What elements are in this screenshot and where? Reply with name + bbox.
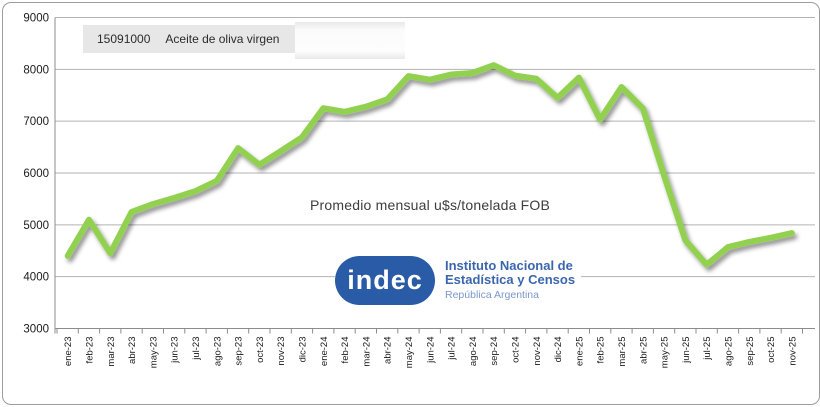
x-axis-label: nov-25 xyxy=(787,337,798,366)
x-axis-label: abr-24 xyxy=(383,337,394,364)
x-axis-label: abr-23 xyxy=(127,337,138,364)
y-axis-label: 6000 xyxy=(23,168,49,180)
x-axis-label: mar-25 xyxy=(617,337,628,367)
indec-logo-pill: indec xyxy=(335,255,435,305)
y-axis-labels: 3000 4000 5000 6000 7000 8000 9000 xyxy=(23,13,49,336)
x-axis-label: sep-25 xyxy=(745,337,756,366)
x-axis-label: oct-24 xyxy=(510,337,521,363)
x-axis-label: ago-25 xyxy=(723,337,734,367)
x-axis-label: oct-25 xyxy=(766,337,777,363)
x-axis-label: feb-23 xyxy=(84,337,95,364)
logo-line-2: Estadística y Censos xyxy=(445,272,576,288)
x-axis-label: ago-24 xyxy=(468,337,479,367)
x-axis-label: may-23 xyxy=(148,337,159,369)
x-axis-label: nov-23 xyxy=(276,337,287,366)
y-axis-label: 3000 xyxy=(23,324,49,336)
plot-area: 3000 4000 5000 6000 7000 8000 9000 ene-23 feb-2… xyxy=(23,13,815,369)
x-axis-label: ago-23 xyxy=(212,337,223,367)
axes xyxy=(54,17,815,334)
indec-logo-text: Instituto Nacional de Estadística y Cens… xyxy=(445,257,576,302)
x-axis-label: ene-25 xyxy=(574,337,585,367)
legend[interactable]: 15091000 Aceite de oliva virgen xyxy=(83,25,295,53)
x-axis-label: abr-25 xyxy=(638,337,649,364)
x-axis-label: may-25 xyxy=(660,337,671,369)
y-axis-label: 9000 xyxy=(23,13,49,25)
x-axis-label: dic-23 xyxy=(297,337,308,363)
series-group xyxy=(64,62,795,268)
indec-logo: indec Instituto Nacional de Estadística … xyxy=(335,249,581,311)
x-axis-label: oct-23 xyxy=(255,337,266,363)
x-axis-label: mar-23 xyxy=(106,337,117,367)
empty-dropdown-box[interactable] xyxy=(295,22,405,59)
legend-series-label: Aceite de oliva virgen xyxy=(165,32,280,46)
logo-line-1: Instituto Nacional de xyxy=(445,257,573,273)
x-axis-label: sep-24 xyxy=(489,337,500,366)
x-axis-label: dic-24 xyxy=(553,337,564,363)
y-axis-label: 5000 xyxy=(23,220,49,232)
x-axis-label: mar-24 xyxy=(361,337,372,367)
x-axis-label: nov-24 xyxy=(532,337,543,366)
x-axis-label: ene-24 xyxy=(319,337,330,367)
logo-line-3: República Argentina xyxy=(445,288,539,301)
x-axis-label: jul-24 xyxy=(447,337,458,361)
x-axis-label: jul-25 xyxy=(702,337,713,361)
x-axis-label: may-24 xyxy=(404,337,415,369)
x-axis-label: sep-23 xyxy=(234,337,245,366)
price-series-line xyxy=(64,62,795,268)
x-axis-label: jun-25 xyxy=(681,337,692,364)
x-axis-label: jun-23 xyxy=(170,337,181,364)
x-axis-label: feb-25 xyxy=(596,337,607,364)
x-axis-label: jun-24 xyxy=(425,337,436,364)
chart-title: Promedio mensual u$s/tonelada FOB xyxy=(310,197,551,213)
y-axis-label: 8000 xyxy=(23,64,49,76)
x-axis-label: ene-23 xyxy=(63,337,74,367)
y-axis-label: 4000 xyxy=(23,272,49,284)
x-axis-label: feb-24 xyxy=(340,337,351,364)
gridlines xyxy=(55,17,815,329)
x-axis-label: jul-23 xyxy=(191,337,202,361)
y-axis-label: 7000 xyxy=(23,116,49,128)
legend-series-code: 15091000 xyxy=(97,32,151,46)
x-axis-labels: ene-23 feb-23 mar-23 abr-23 may-23 jun-23 jul-… xyxy=(63,337,798,369)
